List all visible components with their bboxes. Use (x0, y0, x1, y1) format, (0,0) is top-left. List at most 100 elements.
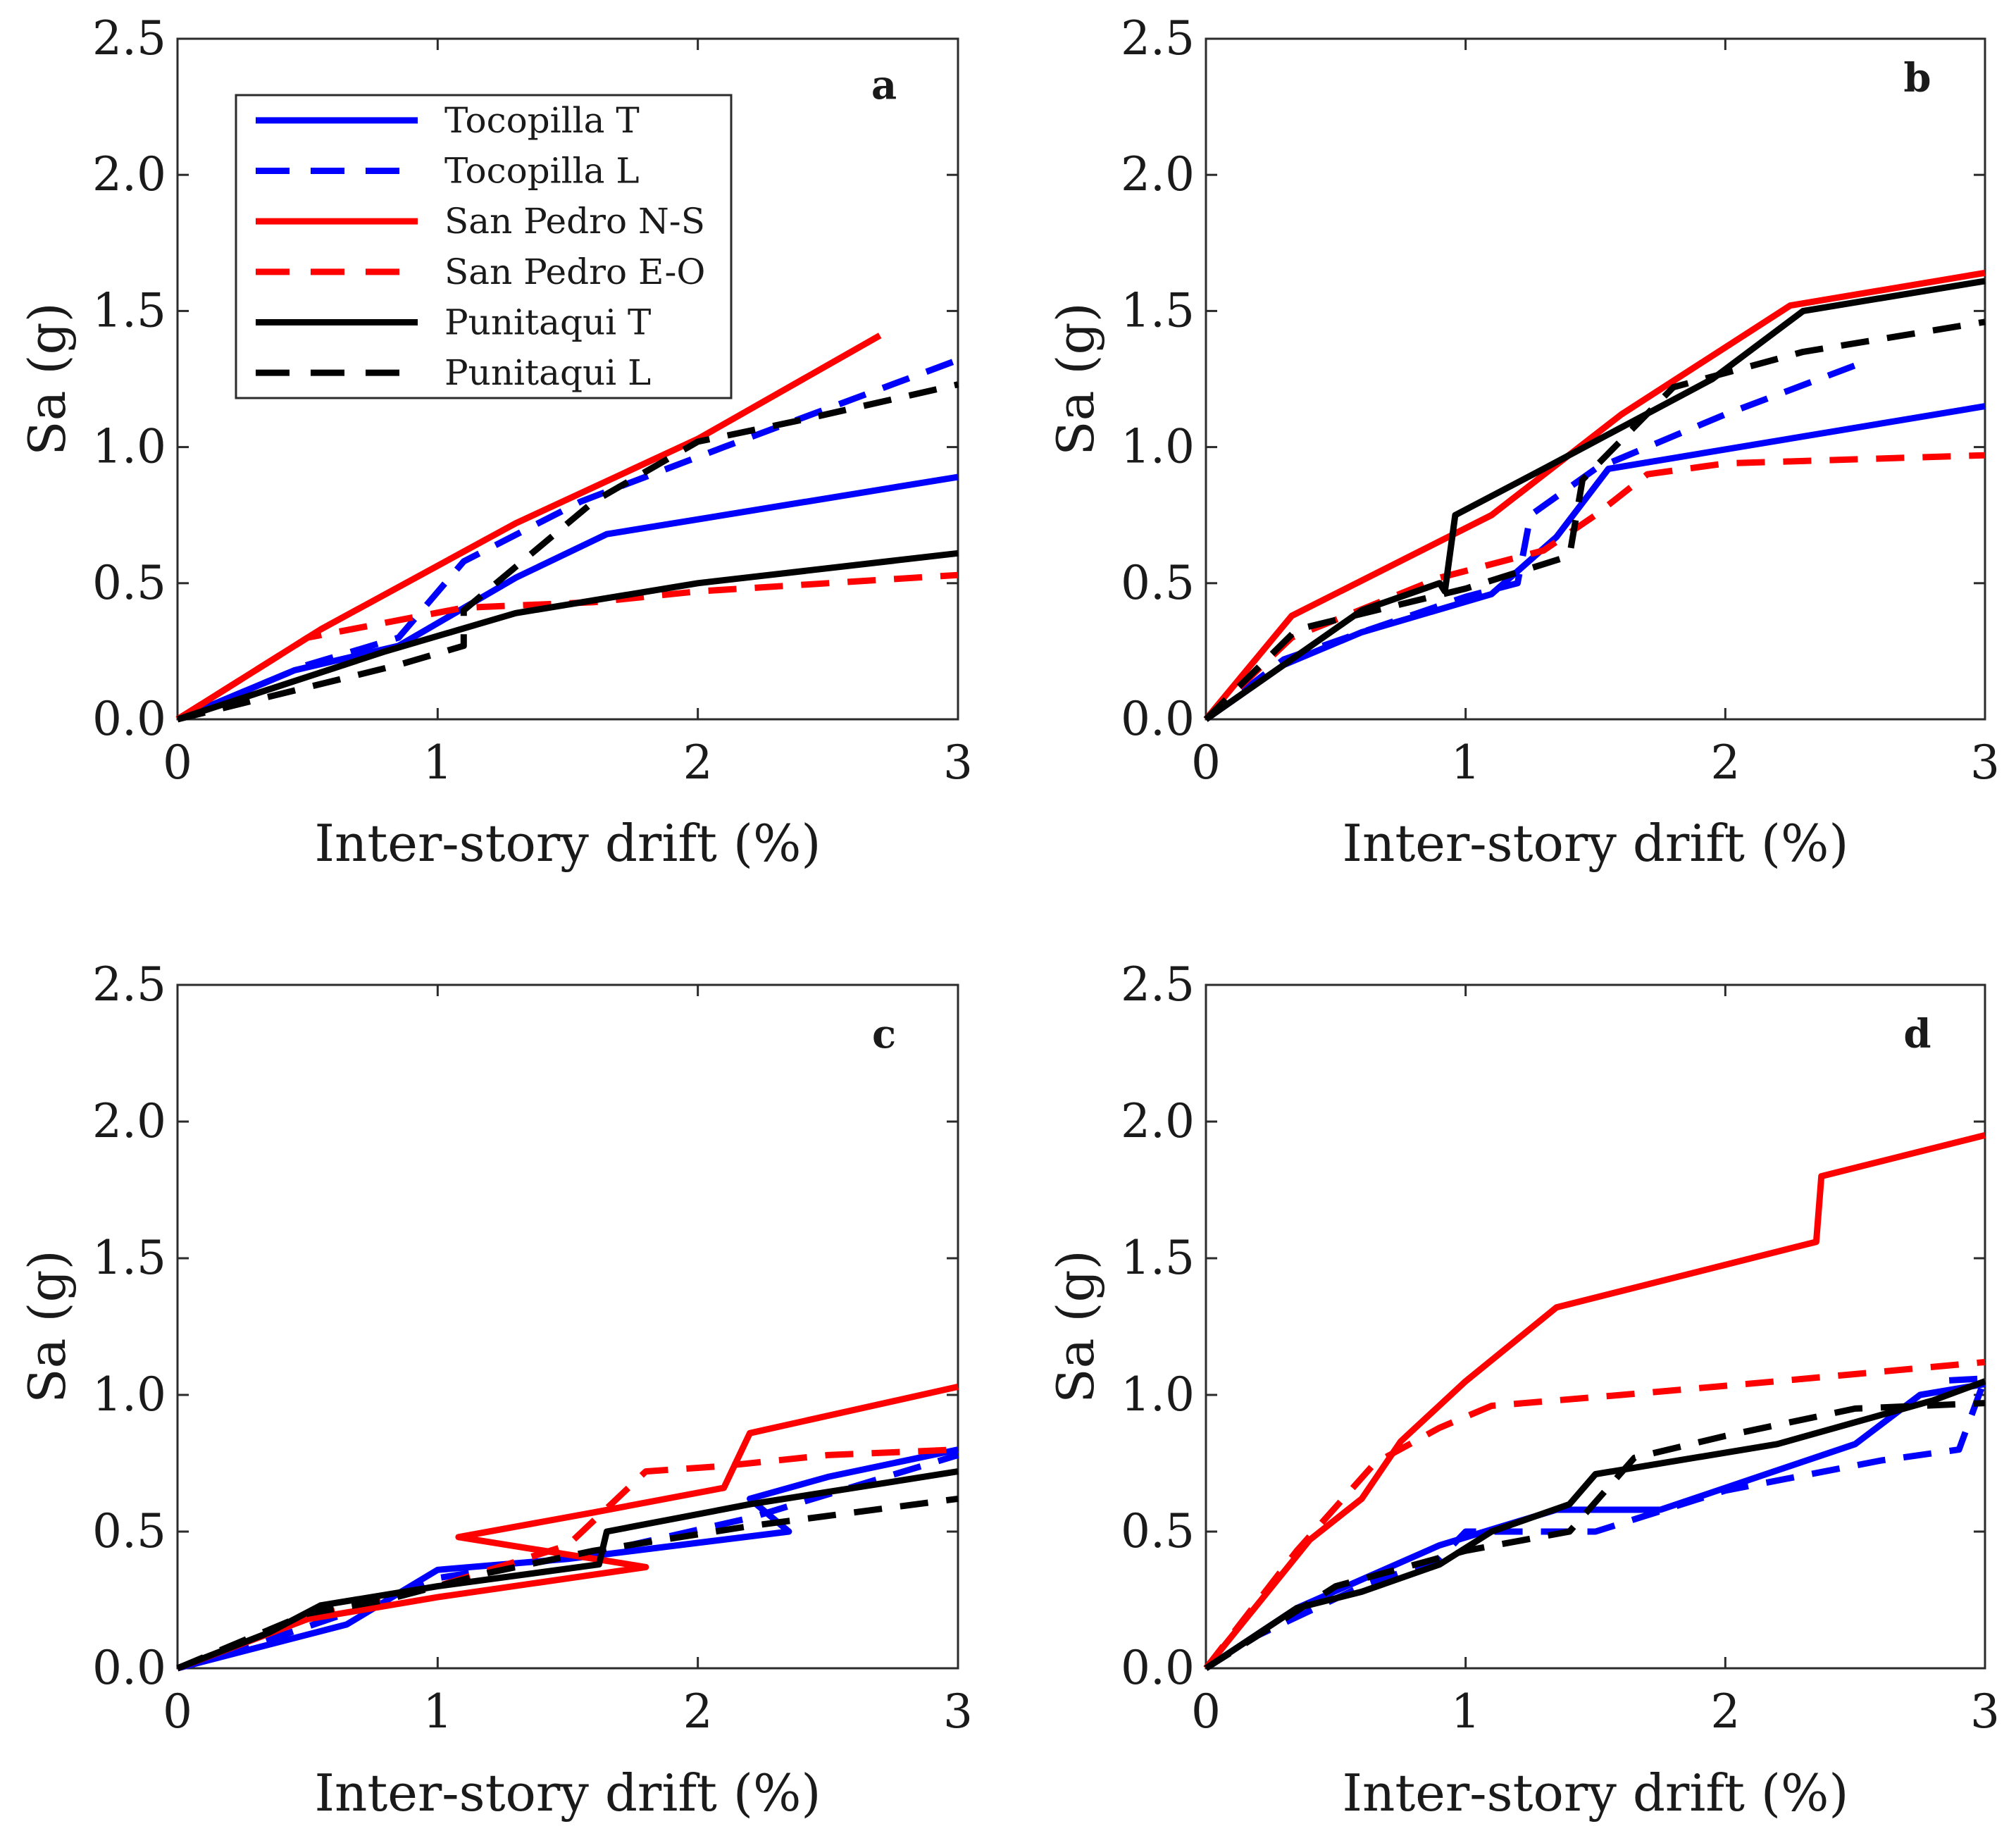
y-axis-label: Sa (g) (1046, 302, 1105, 455)
y-tick-label: 0.0 (92, 1641, 166, 1695)
x-tick-label: 2 (1710, 735, 1740, 790)
x-tick-label: 3 (1970, 735, 2000, 790)
x-tick-label: 0 (1191, 735, 1221, 790)
y-tick-label: 1.0 (92, 420, 166, 474)
x-tick-label: 0 (1191, 1684, 1221, 1739)
legend-label: San Pedro E-O (444, 252, 705, 292)
x-tick-label: 1 (1451, 1684, 1481, 1739)
legend-frame (235, 94, 733, 399)
y-tick-label: 0.0 (1121, 692, 1195, 746)
series-line-tocopilla-l (1204, 362, 1857, 722)
panel-letter: b (1903, 55, 1931, 101)
series-layer (176, 1384, 959, 1672)
plot-area-frame (176, 983, 959, 1670)
series-line-tocopilla-l (176, 356, 959, 723)
y-tick-label: 1.5 (92, 1231, 166, 1285)
series-line-tocopilla-t (1204, 403, 1986, 722)
x-tick-label: 3 (943, 735, 973, 790)
series-line-punitaqui-t (1204, 278, 1986, 722)
y-tick-label: 1.5 (92, 283, 166, 337)
y-tick-label: 2.0 (92, 147, 166, 201)
series-layer (1203, 1132, 1989, 1671)
x-tick-label: 0 (163, 735, 192, 790)
legend-label: Punitaqui L (444, 352, 651, 393)
y-tick-label: 1.5 (1121, 1231, 1195, 1285)
series-line-san-pedro-e-o (1203, 452, 1986, 722)
x-tick-label: 1 (423, 735, 452, 790)
series-line-punitaqui-l (1204, 1400, 1986, 1671)
legend-entry-tocopilla-l: Tocopilla L (256, 151, 640, 192)
legend-entry-punitaqui-t: Punitaqui T (256, 302, 651, 343)
x-tick-label: 0 (163, 1684, 192, 1739)
x-tick-label: 2 (683, 1684, 713, 1739)
x-tick-label: 3 (943, 1684, 973, 1739)
y-axis-label: Sa (g) (18, 1250, 77, 1403)
tick-layer: 0 1 2 3 0.0 0.5 1.0 1.5 2.0 2.5 (1121, 11, 2000, 790)
y-tick-label: 2.0 (92, 1094, 166, 1148)
tick-layer: 0 1 2 3 0.0 0.5 1.0 1.5 2.0 2.5 (92, 11, 973, 790)
legend-label: Tocopilla L (444, 151, 640, 192)
x-tick-label: 3 (1970, 1684, 2000, 1739)
y-tick-label: 2.5 (92, 11, 166, 66)
x-tick-label: 2 (683, 735, 713, 790)
panel-c: 0 1 2 3 0.0 0.5 1.0 1.5 2.0 2.5 c Inter-story dri… (18, 957, 973, 1823)
series-line-tocopilla-t (176, 1446, 959, 1672)
y-tick-label: 0.0 (92, 692, 166, 746)
series-line-san-pedro-e-o (175, 571, 959, 722)
panel-letter: d (1903, 1011, 1931, 1057)
legend-entry-san-pedro-n-s: San Pedro N-S (256, 201, 705, 242)
plot-area-frame (176, 37, 959, 721)
panel-d: 0 1 2 3 0.0 0.5 1.0 1.5 2.0 2.5 d Inter-story dri… (1046, 957, 2000, 1823)
legend-entries: Tocopilla T Tocopilla L San Pedro N-S San P… (256, 100, 705, 393)
y-tick-label: 1.0 (92, 1367, 166, 1422)
series-line-tocopilla-l (176, 1452, 959, 1672)
y-tick-label: 2.0 (1121, 147, 1195, 201)
x-axis-label: Inter-story drift (%) (315, 814, 821, 873)
legend-label: Tocopilla T (444, 100, 640, 141)
plot-area-frame (1205, 37, 1986, 721)
y-tick-label: 2.0 (1121, 1094, 1195, 1148)
series-layer (1203, 269, 1986, 722)
plot-area-frame (1205, 983, 1986, 1670)
legend-entry-tocopilla-t: Tocopilla T (256, 100, 640, 141)
y-tick-label: 0.5 (92, 1504, 166, 1558)
y-tick-label: 0.5 (1121, 556, 1195, 610)
y-tick-label: 1.0 (1121, 420, 1195, 474)
y-tick-label: 2.5 (92, 957, 166, 1012)
series-line-punitaqui-l (1203, 318, 1986, 722)
x-axis-label: Inter-story drift (%) (315, 1763, 821, 1823)
series-line-tocopilla-l (1204, 1375, 1989, 1671)
y-tick-label: 2.5 (1121, 11, 1195, 66)
y-axis-label: Sa (g) (1046, 1250, 1105, 1403)
x-tick-label: 1 (1451, 735, 1481, 790)
y-tick-label: 0.5 (1121, 1504, 1195, 1558)
legend-entry-san-pedro-e-o: San Pedro E-O (256, 252, 705, 292)
x-tick-label: 2 (1710, 1684, 1740, 1739)
series-line-san-pedro-e-o (1203, 1358, 1986, 1670)
tick-layer: 0 1 2 3 0.0 0.5 1.0 1.5 2.0 2.5 (1121, 957, 2000, 1739)
panel-b: 0 1 2 3 0.0 0.5 1.0 1.5 2.0 2.5 b Inter-story dri… (1046, 11, 2000, 873)
series-line-tocopilla-t (1204, 1381, 1986, 1671)
legend: Tocopilla T Tocopilla L San Pedro N-S San P… (235, 94, 733, 399)
x-tick-label: 1 (423, 1684, 452, 1739)
series-line-san-pedro-n-s (1203, 1132, 1986, 1670)
legend-label: San Pedro N-S (444, 201, 705, 242)
series-line-punitaqui-t (176, 550, 959, 723)
y-tick-label: 1.0 (1121, 1367, 1195, 1422)
y-tick-label: 1.5 (1121, 283, 1195, 337)
series-line-punitaqui-t (1204, 1378, 1986, 1671)
series-line-punitaqui-l (176, 1495, 959, 1672)
legend-entry-punitaqui-l: Punitaqui L (256, 352, 651, 393)
x-axis-label: Inter-story drift (%) (1343, 1763, 1849, 1823)
y-tick-label: 0.5 (92, 556, 166, 610)
legend-label: Punitaqui T (444, 302, 651, 343)
series-layer (175, 333, 959, 723)
panel-a: 0 1 2 3 0.0 0.5 1.0 1.5 2.0 2.5 a Inter-story dri… (18, 11, 973, 873)
series-line-punitaqui-l (176, 381, 959, 723)
y-tick-label: 2.5 (1121, 957, 1195, 1012)
tick-layer: 0 1 2 3 0.0 0.5 1.0 1.5 2.0 2.5 (92, 957, 973, 1739)
y-tick-label: 0.0 (1121, 1641, 1195, 1695)
y-axis-label: Sa (g) (18, 302, 77, 455)
panel-letter: a (871, 62, 897, 108)
panel-letter: c (872, 1011, 896, 1057)
